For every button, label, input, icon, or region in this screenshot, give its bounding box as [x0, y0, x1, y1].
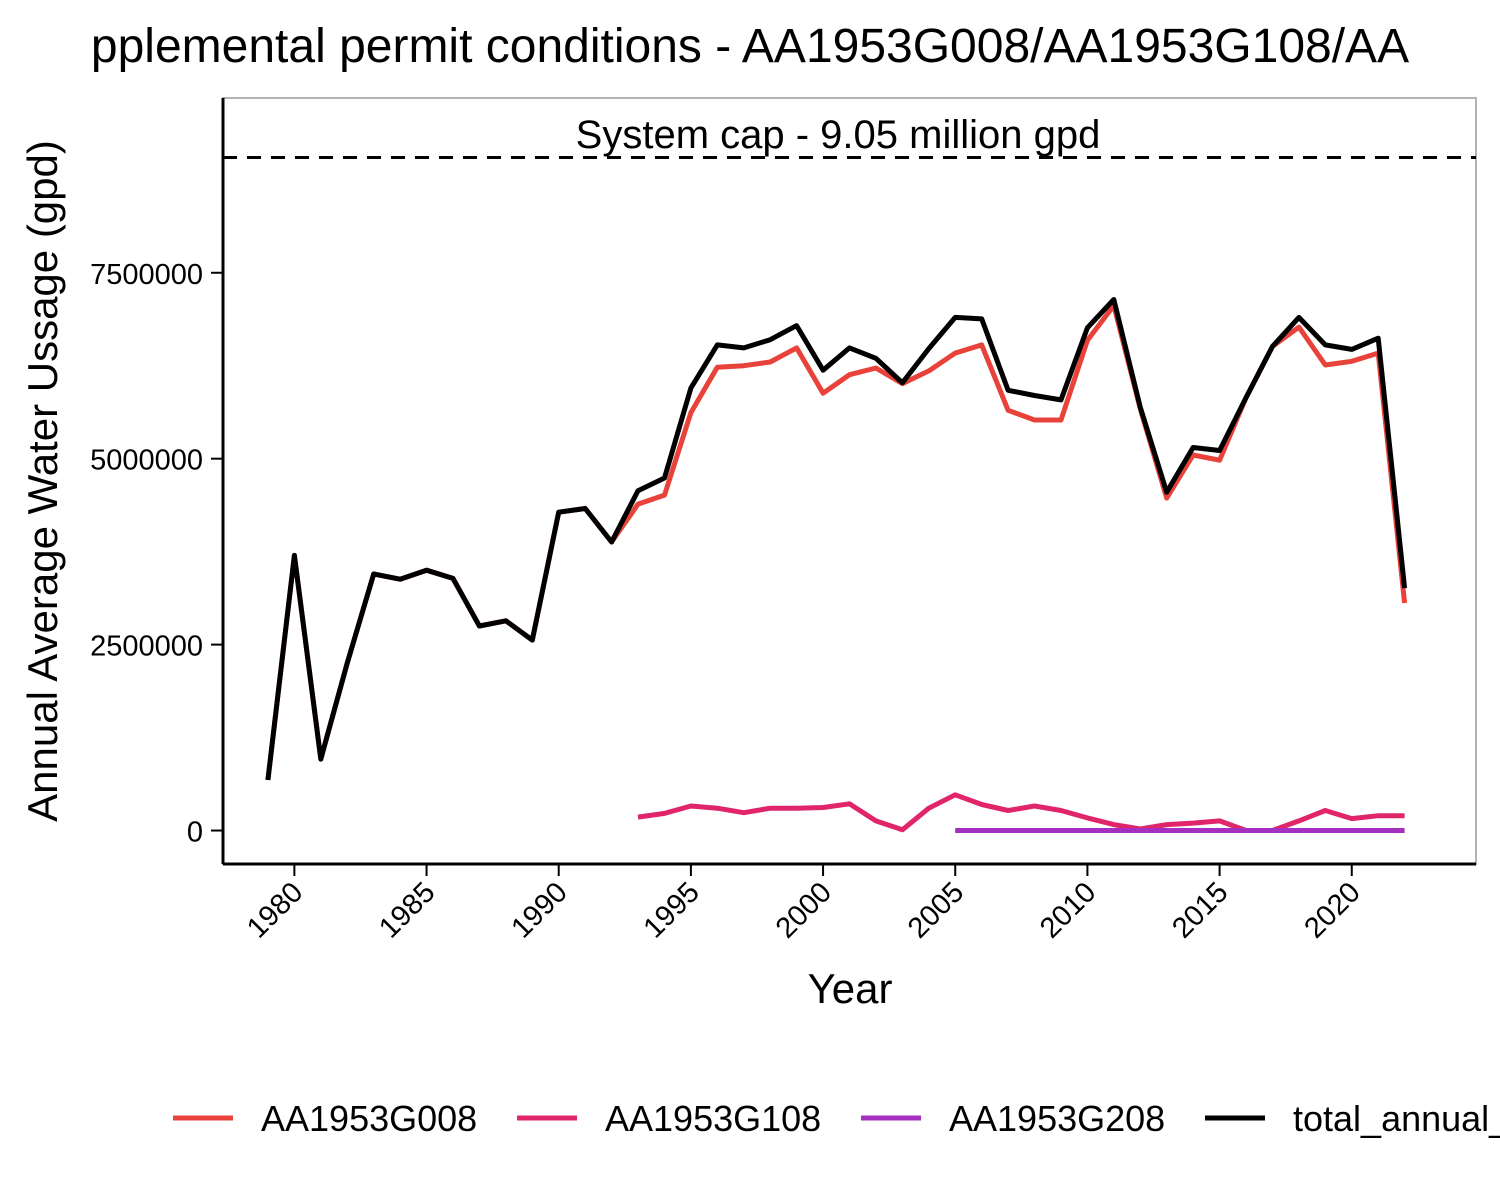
y-axis-label: Annual Average Water Ussage (gpd) [19, 140, 66, 822]
x-axis-label: Year [808, 965, 893, 1012]
y-axis-ticks: 0 2500000 5000000 7500000 [90, 259, 223, 849]
series-line-total-annual [265, 297, 1408, 781]
y-tick-label: 5000000 [90, 445, 203, 477]
x-tick-label: 2010 [1034, 876, 1102, 944]
x-tick-label: 2005 [902, 876, 970, 944]
series-line-aa1953g108 [637, 792, 1405, 833]
legend-label: AA1953G008 [261, 1098, 477, 1139]
legend-label: AA1953G208 [949, 1098, 1165, 1139]
y-tick-label: 2500000 [90, 631, 203, 663]
legend-label: total_annual_ [1293, 1098, 1500, 1139]
x-axis-ticks: 1980 1985 1990 1995 2000 2005 2010 2015 2020 [241, 864, 1367, 945]
x-tick-label: 2000 [770, 876, 838, 944]
x-tick-label: 1985 [373, 876, 441, 944]
x-tick-label: 1995 [638, 876, 706, 944]
y-tick-label: 7500000 [90, 259, 203, 291]
series-line-aa1953g008 [265, 303, 1408, 781]
x-tick-label: 2020 [1298, 876, 1366, 944]
x-tick-label: 1980 [241, 876, 309, 944]
chart-title: pplemental permit conditions - AA1953G00… [91, 20, 1409, 73]
legend: AA1953G008 AA1953G108 AA1953G208 total_annu… [173, 1098, 1500, 1139]
x-tick-label: 2015 [1166, 876, 1234, 944]
reference-line-group: System cap - 9.05 million gpd [223, 113, 1476, 159]
legend-label: AA1953G108 [605, 1098, 821, 1139]
x-tick-label: 1990 [505, 876, 573, 944]
plot-panel [222, 97, 1477, 865]
system-cap-label: System cap - 9.05 million gpd [576, 113, 1101, 157]
series-lines [265, 297, 1408, 833]
y-tick-label: 0 [187, 817, 203, 849]
